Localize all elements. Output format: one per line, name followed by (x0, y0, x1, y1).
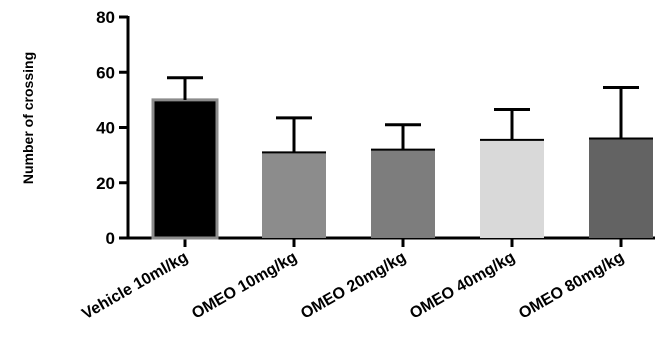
bar (262, 152, 326, 238)
x-tick-label: OMEO 10mg/kg (189, 249, 300, 323)
bar (480, 139, 544, 238)
y-axis-title: Number of crossing (20, 52, 36, 184)
y-tick-label: 20 (96, 174, 115, 193)
y-tick-label: 60 (96, 63, 115, 82)
y-tick-label: 80 (96, 8, 115, 27)
x-tick-label: OMEO 80mg/kg (516, 249, 627, 323)
x-tick-label: OMEO 40mg/kg (407, 249, 518, 323)
y-tick-label: 0 (106, 229, 115, 248)
bars (151, 98, 653, 240)
bar (371, 149, 435, 238)
bar (151, 98, 219, 240)
error-bars (167, 76, 639, 153)
x-tick-label: Vehicle 10ml/kg (79, 249, 191, 323)
bar (589, 138, 653, 238)
y-tick-label: 40 (96, 119, 115, 138)
x-tick-label: OMEO 20mg/kg (298, 249, 409, 323)
